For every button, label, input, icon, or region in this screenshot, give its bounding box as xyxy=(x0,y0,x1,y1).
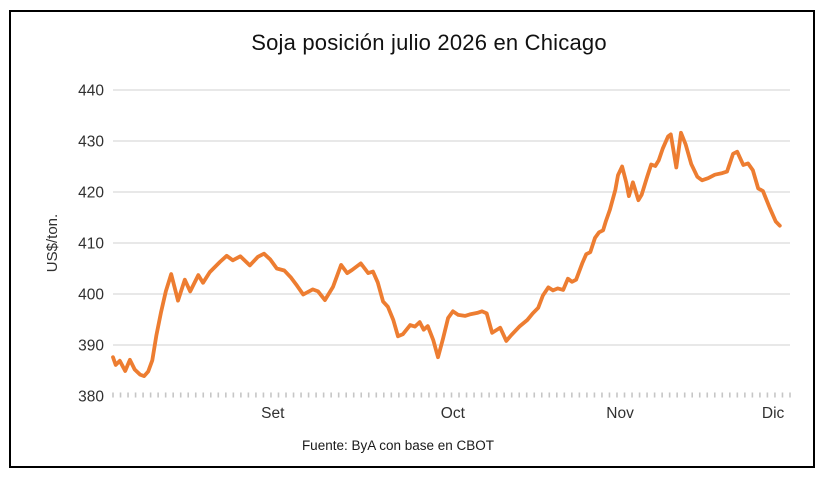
y-tick-label: 420 xyxy=(78,185,104,202)
y-tick-label: 410 xyxy=(78,236,104,253)
x-tick-label: Oct xyxy=(441,405,466,422)
y-tick-label: 390 xyxy=(78,338,104,355)
y-axis-title: US$/ton. xyxy=(44,214,61,272)
price-series xyxy=(111,130,782,379)
chart-border xyxy=(9,10,815,468)
x-tick-label: Dic xyxy=(762,405,785,422)
y-tick-label: 400 xyxy=(78,287,104,304)
price-line xyxy=(111,130,782,379)
chart-title: Soja posición julio 2026 en Chicago xyxy=(251,30,607,55)
x-axis-tick-labels: Set Oct Nov Dic xyxy=(261,405,784,422)
x-tick-label: Set xyxy=(261,405,285,422)
gridlines xyxy=(113,89,790,346)
x-tick-label: Nov xyxy=(606,405,634,422)
y-axis-tick-labels: 380 390 400 410 420 430 440 xyxy=(78,83,104,406)
y-tick-label: 430 xyxy=(78,134,104,151)
x-axis-minor-ticks xyxy=(112,392,791,398)
y-tick-label: 440 xyxy=(78,83,104,100)
y-tick-label: 380 xyxy=(78,389,104,406)
source-note: Fuente: ByA con base en CBOT xyxy=(301,438,495,453)
